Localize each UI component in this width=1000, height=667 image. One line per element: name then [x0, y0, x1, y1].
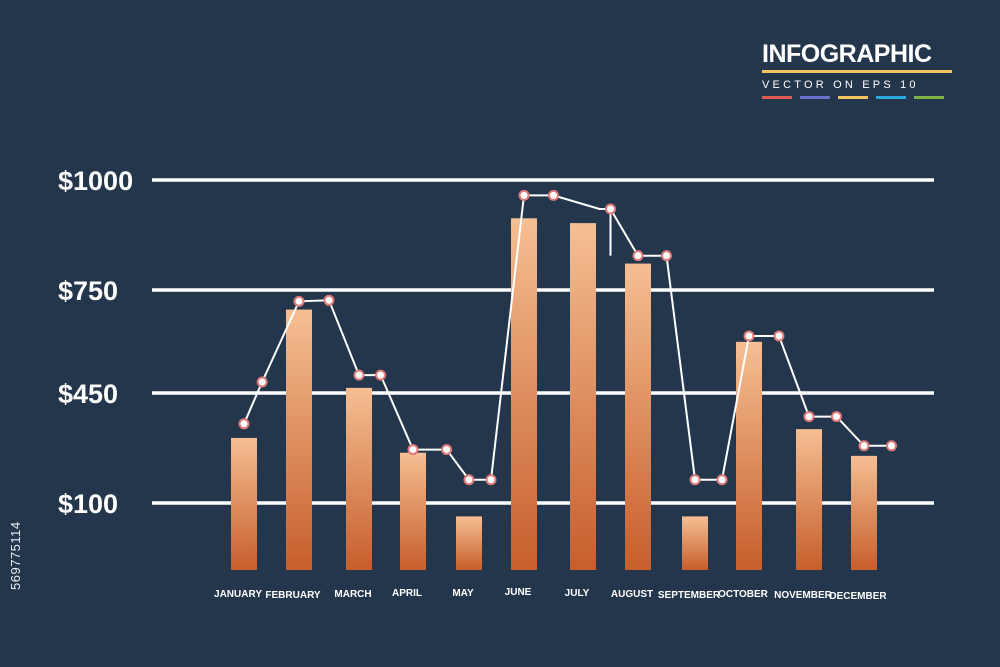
bar [346, 387, 372, 570]
x-tick-label: JULY [565, 588, 590, 599]
x-tick-label: JUNE [505, 587, 532, 598]
trend-marker [375, 369, 387, 381]
x-tick-label: DECEMBER [829, 591, 887, 602]
trend-marker [518, 189, 530, 201]
trend-marker [441, 444, 453, 456]
trend-marker [548, 189, 559, 201]
x-tick-label: FEBRUARY [265, 590, 321, 601]
bar [570, 223, 596, 570]
y-axis-tick-labels: $100 $450 $750 $1000 [58, 166, 133, 519]
accent-swatch [914, 96, 944, 99]
x-tick-label: APRIL [392, 588, 422, 599]
trend-marker [886, 440, 897, 452]
trend-marker [605, 203, 616, 215]
x-tick-label: OCTOBER [718, 589, 769, 600]
trend-marker [485, 474, 497, 486]
trend-marker [773, 330, 785, 342]
trend-marker [716, 474, 728, 486]
accent-swatch [800, 96, 830, 99]
title-underline [762, 70, 952, 73]
trend-line-path [243, 194, 892, 481]
bar [851, 455, 877, 570]
side-id-text: 569775114 [8, 521, 23, 590]
y-tick-label: $750 [58, 276, 118, 306]
bar [231, 437, 257, 570]
accent-swatch [838, 96, 868, 99]
bar [736, 341, 762, 570]
x-tick-label: NOVEMBER [774, 590, 833, 601]
x-tick-label: MARCH [334, 589, 371, 600]
x-tick-label: MAY [452, 588, 474, 599]
bar [400, 452, 426, 570]
x-tick-label: SEPTEMBER [658, 590, 721, 601]
trend-marker [689, 474, 701, 486]
accent-swatch [762, 96, 792, 99]
trend-marker [238, 418, 250, 430]
trend-marker [743, 330, 755, 342]
infographic-subtitle: VECTOR ON EPS 10 [762, 79, 919, 91]
y-tick-label: $1000 [58, 166, 133, 196]
trend-marker [858, 440, 870, 452]
trend-marker [323, 294, 335, 306]
trend-marker [293, 295, 305, 307]
trend-markers [238, 189, 897, 486]
x-axis-tick-labels: JANUARY FEBRUARY MARCH APRIL MAY JUNE JULY AUGU… [214, 587, 887, 602]
trend-marker [407, 444, 419, 456]
trend-marker [353, 369, 365, 381]
accent-swatch [876, 96, 906, 99]
trend-line [243, 194, 892, 481]
bar [286, 309, 312, 570]
trend-marker [661, 250, 672, 262]
bar [682, 516, 708, 570]
trend-marker [632, 250, 644, 262]
accent-color-strip [762, 96, 962, 99]
bar [796, 429, 822, 570]
bar [625, 263, 651, 570]
bars [231, 218, 877, 570]
infographic-title: INFOGRAPHIC [762, 40, 932, 68]
y-tick-label: $450 [58, 379, 118, 409]
trend-marker [256, 376, 268, 388]
x-tick-label: AUGUST [611, 589, 653, 600]
trend-marker [463, 474, 475, 486]
trend-marker [831, 411, 842, 423]
trend-marker [803, 411, 815, 423]
y-tick-label: $100 [58, 489, 118, 519]
x-tick-label: JANUARY [214, 589, 262, 600]
infographic-title-block: INFOGRAPHIC VECTOR ON EPS 10 [762, 40, 962, 99]
bar [456, 516, 482, 570]
